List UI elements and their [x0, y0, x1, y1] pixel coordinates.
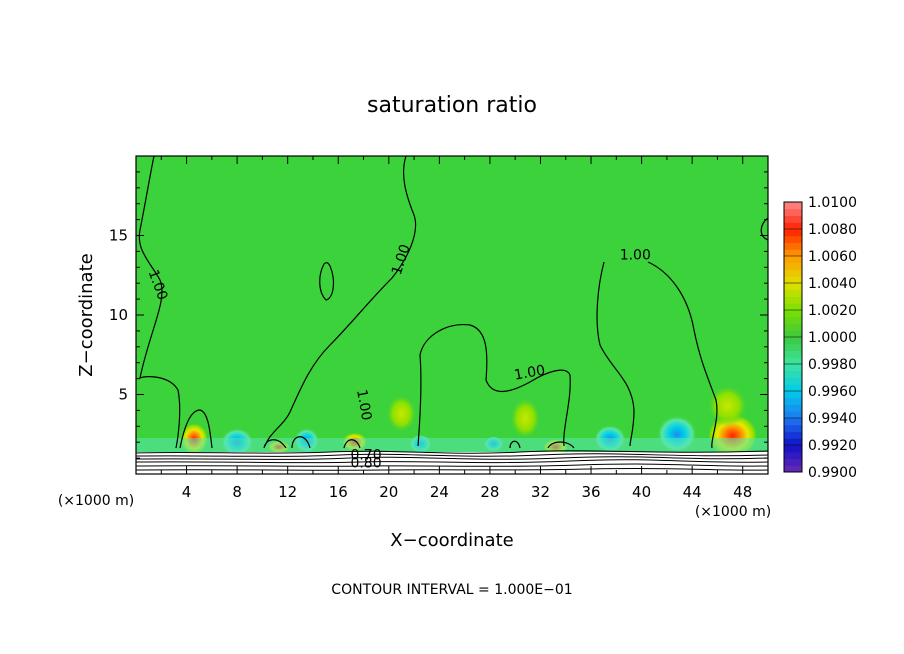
- x-tick-label: 20: [379, 483, 398, 501]
- colorbar-swatch: [784, 316, 802, 324]
- x-axis: 4 8 12 16 20 24 28 32 36 40 44 48: [135, 156, 769, 501]
- colorbar-swatch: [784, 310, 802, 318]
- colorbar-swatch: [784, 269, 802, 277]
- colorbar-label: 1.0060: [808, 249, 857, 265]
- x-unit-right: (×1000 m): [695, 504, 771, 520]
- colorbar-label: 0.9920: [808, 438, 857, 454]
- field-feature-moist: [386, 394, 417, 433]
- x-tick-label: 28: [480, 483, 499, 501]
- chart-title: saturation ratio: [367, 93, 537, 118]
- colorbar-swatch: [784, 229, 802, 237]
- field-feature-moist: [707, 384, 748, 427]
- colorbar-label: 0.9940: [808, 411, 857, 427]
- contour-left: [138, 156, 181, 449]
- colorbar-swatch: [784, 222, 802, 230]
- contour-interval-note: CONTOUR INTERVAL = 1.000E−01: [331, 582, 572, 598]
- x-tick-label: 16: [329, 483, 348, 501]
- colorbar-swatch: [784, 451, 802, 459]
- field-feature-moist: [510, 397, 541, 440]
- colorbar-swatch: [784, 364, 802, 372]
- colorbar-label: 0.9980: [808, 357, 857, 373]
- colorbar-swatch: [784, 418, 802, 426]
- plot-area: 1.001.00 1.001.001.000.700.80: [136, 156, 768, 474]
- contour-label: 1.00: [620, 247, 651, 263]
- colorbar-swatch: [784, 208, 802, 216]
- x-axis-label: X−coordinate: [390, 530, 513, 551]
- contour-label: 1.00: [513, 362, 546, 383]
- colorbar-swatch: [784, 431, 802, 439]
- x-tick-label: 8: [232, 483, 242, 501]
- x-tick-label: 12: [278, 483, 297, 501]
- surface-cool-band: [136, 438, 768, 452]
- colorbar-swatch: [784, 215, 802, 223]
- contour-right: [596, 261, 635, 447]
- colorbar-label: 0.9900: [808, 465, 857, 481]
- contour-label: 0.80: [350, 456, 381, 472]
- colorbar-swatch: [784, 330, 802, 338]
- colorbar-swatch: [784, 283, 802, 291]
- x-tick-label: 24: [430, 483, 449, 501]
- colorbar-swatch: [784, 323, 802, 331]
- colorbar-swatch: [784, 235, 802, 243]
- y-tick-label: 10: [109, 306, 128, 324]
- x-tick-label: 36: [581, 483, 600, 501]
- y-tick-label: 15: [109, 227, 128, 245]
- contour-label: 0.70: [350, 448, 381, 464]
- colorbar-swatch: [784, 391, 802, 399]
- colorbar-swatch: [784, 438, 802, 446]
- colorbar-label: 1.0040: [808, 276, 857, 292]
- contour-right-top: [647, 261, 718, 449]
- colorbar-swatch: [784, 424, 802, 432]
- colorbar-swatch: [784, 262, 802, 270]
- colorbar-swatch: [784, 289, 802, 297]
- x-tick-label: 32: [531, 483, 550, 501]
- colorbar-swatch: [784, 343, 802, 351]
- colorbar-label: 1.0020: [808, 303, 857, 319]
- x-tick-label: 40: [632, 483, 651, 501]
- x-tick-label: 44: [683, 483, 702, 501]
- colorbar-swatch: [784, 404, 802, 412]
- y-tick-label: 5: [118, 386, 128, 404]
- colorbar-swatch: [784, 202, 802, 210]
- x-unit-left: (×1000 m): [58, 493, 134, 509]
- x-tick-label: 4: [182, 483, 192, 501]
- colorbar: 0.9900 0.9920 0.9940 0.9960 0.9980 1.0000 1.00…: [783, 195, 857, 481]
- colorbar-swatch: [784, 357, 802, 365]
- colorbar-swatch: [784, 337, 802, 345]
- colorbar-swatch: [784, 296, 802, 304]
- colorbar-swatch: [784, 465, 802, 473]
- contour-center: [417, 323, 571, 447]
- colorbar-swatch: [784, 411, 802, 419]
- colorbar-swatch: [784, 249, 802, 257]
- x-tick-label: 48: [733, 483, 752, 501]
- contour-label: 1.00: [353, 388, 374, 421]
- colorbar-label: 1.0000: [808, 330, 857, 346]
- contour-lines: [138, 156, 768, 449]
- contour-loop-small: [319, 262, 335, 301]
- colorbar-swatch: [784, 445, 802, 453]
- colorbar-swatch: [784, 377, 802, 385]
- colorbar-swatch: [784, 458, 802, 466]
- contour-surface-bumps: [179, 409, 575, 449]
- colorbar-swatch: [784, 384, 802, 392]
- y-axis-label: Z−coordinate: [76, 253, 97, 376]
- colorbar-swatch: [784, 370, 802, 378]
- surface-contours: [136, 450, 768, 471]
- colorbar-swatch: [784, 242, 802, 250]
- colorbar-swatch: [784, 303, 802, 311]
- contour-center-left: [264, 156, 417, 447]
- colorbar-swatch: [784, 350, 802, 358]
- colorbar-label: 1.0080: [808, 222, 857, 238]
- colorbar-swatch: [784, 276, 802, 284]
- colorbar-swatch: [784, 256, 802, 264]
- y-axis: 5 10 15: [109, 171, 768, 459]
- colorbar-label: 0.9960: [808, 384, 857, 400]
- colorbar-swatch: [784, 397, 802, 405]
- colorbar-label: 1.0100: [808, 195, 857, 211]
